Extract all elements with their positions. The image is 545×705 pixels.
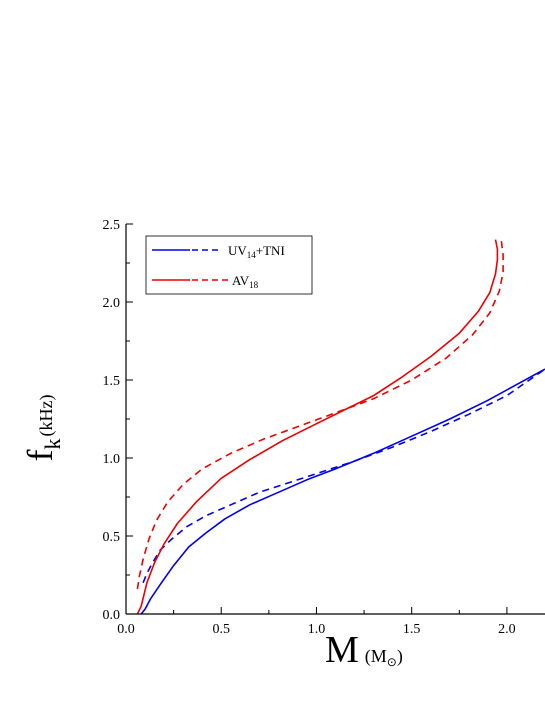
legend: UV14+TNI AV18 (145, 235, 313, 295)
series-layer (136, 239, 545, 615)
x-tick-label-3: 1.5 (403, 622, 421, 637)
x-axis-title-main: M (325, 629, 359, 671)
series-av18-dashed (136, 239, 504, 590)
y-tick-label-4: 2.0 (103, 296, 121, 311)
x-axis-title: M (M⊙) (325, 629, 403, 671)
x-tick-label-1: 0.5 (212, 622, 230, 637)
y-axis-title-main: f (20, 449, 60, 461)
ticks-layer: 0.0 0.5 1.0 1.5 2.0 0.0 0.5 1.0 1.5 2.0 2.5 (103, 218, 516, 637)
legend-label-uv14: UV14+TNI (228, 243, 285, 260)
legend-label-av18: AV18 (232, 273, 259, 290)
y-tick-label-5: 2.5 (103, 218, 121, 233)
y-tick-label-1: 0.5 (103, 530, 121, 545)
y-tick-label-0: 0.0 (103, 608, 121, 623)
svg-text:fk(kHz): fk(kHz) (20, 395, 65, 462)
x-axis-title-unit-symbol: ⊙ (387, 655, 397, 669)
series-uv14-solid (140, 368, 545, 615)
y-axis-title-unit: (kHz) (36, 395, 57, 437)
x-tick-label-0: 0.0 (117, 622, 135, 637)
y-axis-title-sub: k (40, 438, 65, 449)
series-av18-solid (136, 239, 499, 615)
x-axis-title-unit-close: ) (397, 646, 403, 667)
x-axis-title-unit-open: (M (365, 646, 387, 667)
y-axis-title: fk(kHz) (20, 395, 65, 462)
series-uv14-dashed (142, 368, 545, 584)
legend-box (145, 235, 313, 295)
y-tick-label-3: 1.5 (103, 374, 121, 389)
x-tick-label-2: 1.0 (308, 622, 326, 637)
y-tick-label-2: 1.0 (103, 452, 121, 467)
x-tick-label-4: 2.0 (498, 622, 516, 637)
